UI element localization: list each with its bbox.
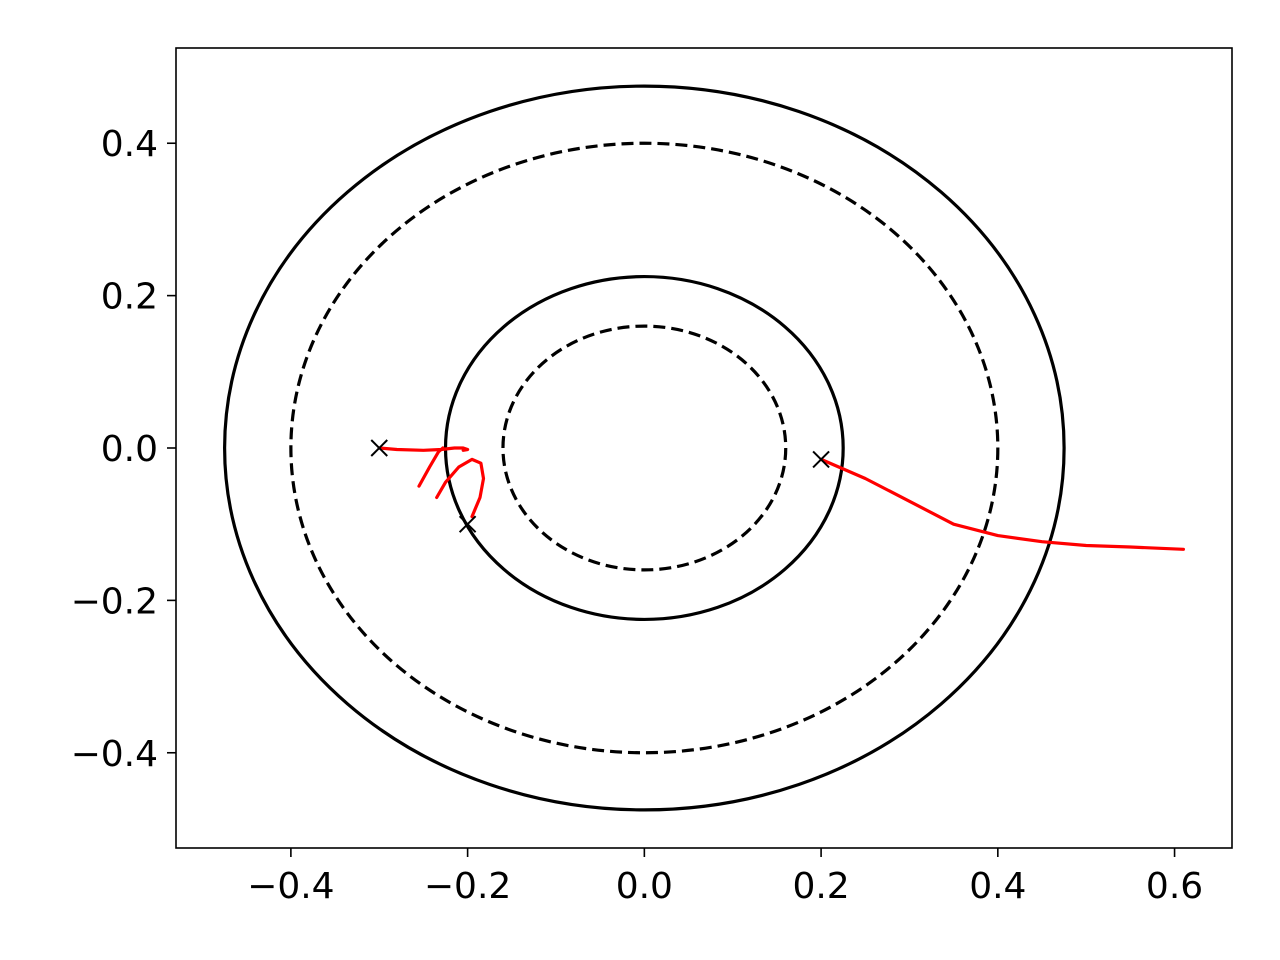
start-markers <box>370 439 830 533</box>
y-tick-label: −0.2 <box>71 581 158 622</box>
x-tick-label: 0.4 <box>969 866 1026 907</box>
x-tick-label: −0.4 <box>247 866 334 907</box>
contour-outer-solid <box>223 84 1066 812</box>
x-marker-3 <box>812 450 830 469</box>
x-tick-label: 0.6 <box>1146 866 1203 907</box>
contour-outer-dashed <box>289 141 1000 755</box>
trajectory-lines <box>377 446 1186 551</box>
contour-circles <box>223 84 1066 812</box>
x-marker-2 <box>458 515 477 533</box>
x-tick-label: 0.0 <box>616 866 673 907</box>
x-tick-label: 0.2 <box>792 866 849 907</box>
y-tick-label: 0.0 <box>101 429 158 470</box>
x-axis-ticks: −0.4 −0.2 0.0 0.2 0.4 0.6 <box>247 848 1203 907</box>
contour-inner-dashed <box>501 324 788 572</box>
trajectory-line-1 <box>377 446 470 452</box>
trajectory-line-3 <box>435 457 486 519</box>
trajectory-line-4 <box>819 457 1186 551</box>
y-tick-label: 0.2 <box>101 277 158 318</box>
y-axis-ticks: 0.4 0.2 0.0 −0.2 −0.4 <box>71 124 176 775</box>
y-tick-label: −0.4 <box>71 734 158 775</box>
plot-frame <box>175 47 1233 849</box>
y-tick-label: 0.4 <box>101 124 158 165</box>
contour-inner-solid <box>443 274 845 622</box>
x-marker-1 <box>370 439 388 457</box>
x-tick-label: −0.2 <box>424 866 511 907</box>
trajectory-line-2 <box>417 446 445 488</box>
